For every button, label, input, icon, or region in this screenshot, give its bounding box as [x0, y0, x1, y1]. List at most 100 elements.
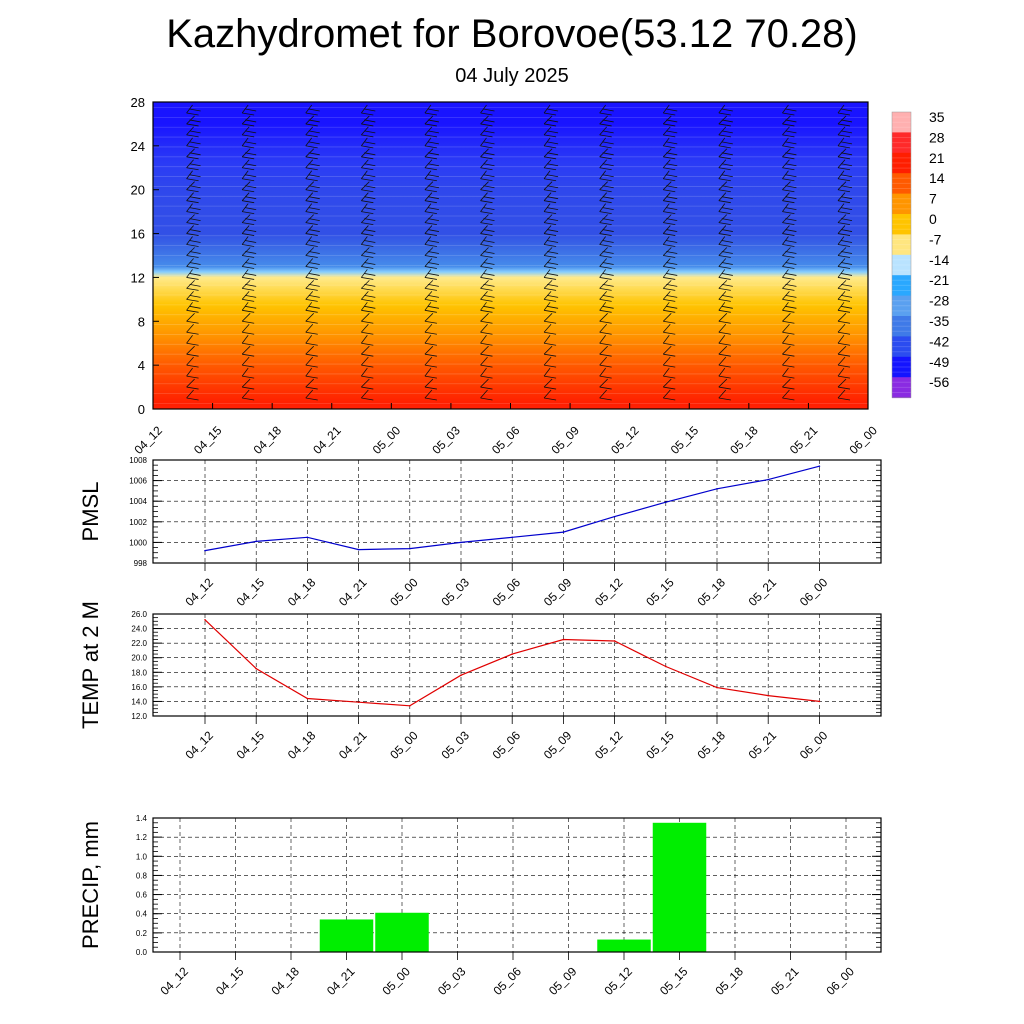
colorbar-label: -28: [929, 293, 949, 309]
series-point: [511, 653, 513, 655]
x-tick-label: 04_21: [336, 575, 370, 609]
pmsl-panel: 998 1000 1002 1004 1006 1008 04_12 04_15 04_18 04…: [78, 456, 882, 609]
heatmap-x-tick: 05_21: [787, 423, 821, 457]
y-tick-label: 1000: [129, 538, 147, 547]
y-tick-label: 1002: [129, 518, 147, 527]
y-tick-label: 0.8: [136, 871, 148, 880]
series-point: [562, 638, 565, 641]
x-tick-label: 05_00: [387, 575, 421, 609]
colorbar-label: -56: [929, 374, 949, 390]
heatmap-x-tick: 05_00: [370, 423, 404, 457]
x-tick-label: 05_06: [490, 575, 524, 609]
colorbar-swatch: [892, 214, 911, 235]
series-point: [409, 705, 411, 707]
x-tick-label: 04_15: [213, 964, 247, 998]
colorbar-swatch: [892, 152, 911, 174]
y-tick-label: 1.2: [136, 833, 148, 842]
colorbar-swatch: [892, 316, 911, 337]
colorbar-swatch: [892, 356, 911, 378]
colorbar-label: -49: [929, 354, 949, 370]
heatmap-field: [153, 102, 868, 409]
x-tick-label: 05_21: [768, 964, 802, 998]
x-tick-label: 04_21: [324, 964, 358, 998]
heatmap-x-tick: 05_15: [668, 423, 702, 457]
x-tick-label: 05_06: [490, 728, 524, 762]
colorbar-label: -7: [929, 231, 942, 247]
x-tick-label: 05_21: [746, 728, 780, 762]
x-tick-label: 05_21: [746, 575, 780, 609]
y-tick-label: 26.0: [131, 610, 147, 619]
y-tick-label: 20.0: [131, 654, 147, 663]
x-tick-label: 04_15: [234, 575, 268, 609]
x-tick-label: 04_12: [182, 728, 216, 762]
x-tick-label: 04_12: [182, 575, 216, 609]
x-tick-label: 05_03: [438, 728, 472, 762]
colorbar-swatch: [892, 275, 911, 297]
y-tick-label: 1008: [129, 456, 147, 465]
x-tick-label: 05_12: [601, 964, 635, 998]
colorbar-swatch: [892, 173, 911, 195]
plot-frame: [152, 613, 882, 717]
x-tick-label: 05_18: [694, 575, 728, 609]
y-tick-label: 0.6: [136, 891, 148, 900]
precip-bar: [319, 919, 374, 952]
temp-panel: 12.0 14.0 16.0 18.0 20.0 22.0 24.0 26.0 04_12 04_…: [78, 601, 882, 762]
colorbar-swatch: [892, 254, 911, 276]
series-point: [306, 536, 309, 539]
colorbar-label: 7: [929, 191, 937, 207]
series-point: [357, 548, 360, 551]
heatmap-y-tick: 16: [131, 227, 145, 242]
x-tick-label: 05_15: [657, 964, 691, 998]
colorbar-swatch: [892, 295, 911, 317]
series-point: [818, 700, 821, 703]
y-tick-label: 1.4: [136, 814, 148, 823]
colorbar-swatch: [892, 377, 911, 399]
x-tick-label: 04_18: [285, 575, 319, 609]
y-tick-label: 18.0: [131, 668, 147, 677]
series-point: [460, 541, 462, 544]
y-axis-label: PRECIP, mm: [78, 821, 103, 949]
x-tick-label: 05_18: [694, 728, 728, 762]
x-tick-label: 06_00: [797, 728, 831, 762]
heatmap-x-tick: 05_09: [549, 423, 583, 457]
heatmap-y-tick: 24: [131, 139, 145, 154]
colorbar-label: 14: [929, 170, 945, 186]
y-tick-label: 14.0: [131, 697, 147, 706]
series-point: [511, 536, 513, 539]
x-tick-label: 05_03: [435, 964, 469, 998]
y-tick-label: 0.0: [136, 948, 148, 957]
wind-barbs: [186, 104, 853, 401]
x-tick-label: 05_12: [592, 575, 626, 609]
colorbar-swatch: [892, 336, 911, 358]
heatmap-y-tick: 12: [131, 270, 145, 285]
x-tick-label: 05_09: [541, 728, 575, 762]
x-tick-label: 05_18: [712, 964, 746, 998]
heatmap-y-tick: 20: [131, 183, 145, 198]
series-point: [204, 549, 206, 552]
colorbar-label: 35: [929, 109, 945, 125]
series-point: [306, 697, 309, 700]
series-point: [716, 488, 718, 490]
heatmap-y-tick: 0: [138, 402, 145, 417]
x-tick-label: 05_09: [546, 964, 580, 998]
precip-bar: [597, 939, 651, 952]
x-tick-label: 04_21: [336, 728, 370, 762]
colorbar: 35 28 21 14 7 0 -7 -14 -21 -28 -35 -42 -49 -56: [891, 109, 949, 399]
x-tick-label: 04_12: [157, 964, 191, 998]
heatmap-x-tick: 04_15: [191, 423, 225, 457]
y-tick-label: 1006: [129, 477, 147, 486]
series-point: [255, 667, 257, 670]
y-axis-label: TEMP at 2 M: [78, 601, 103, 729]
heatmap-x-tick: 05_06: [489, 423, 523, 457]
x-tick-label: 06_00: [823, 964, 857, 998]
x-tick-label: 05_03: [438, 575, 472, 609]
y-tick-label: 22.0: [131, 639, 147, 648]
x-tick-label: 05_15: [643, 575, 677, 609]
page-subtitle: 04 July 2025: [455, 65, 569, 87]
precip-bar: [375, 912, 429, 952]
series-point: [767, 478, 769, 481]
series-point: [716, 686, 718, 689]
series-point: [665, 501, 667, 504]
series-point: [613, 640, 616, 642]
series-point: [255, 540, 257, 543]
